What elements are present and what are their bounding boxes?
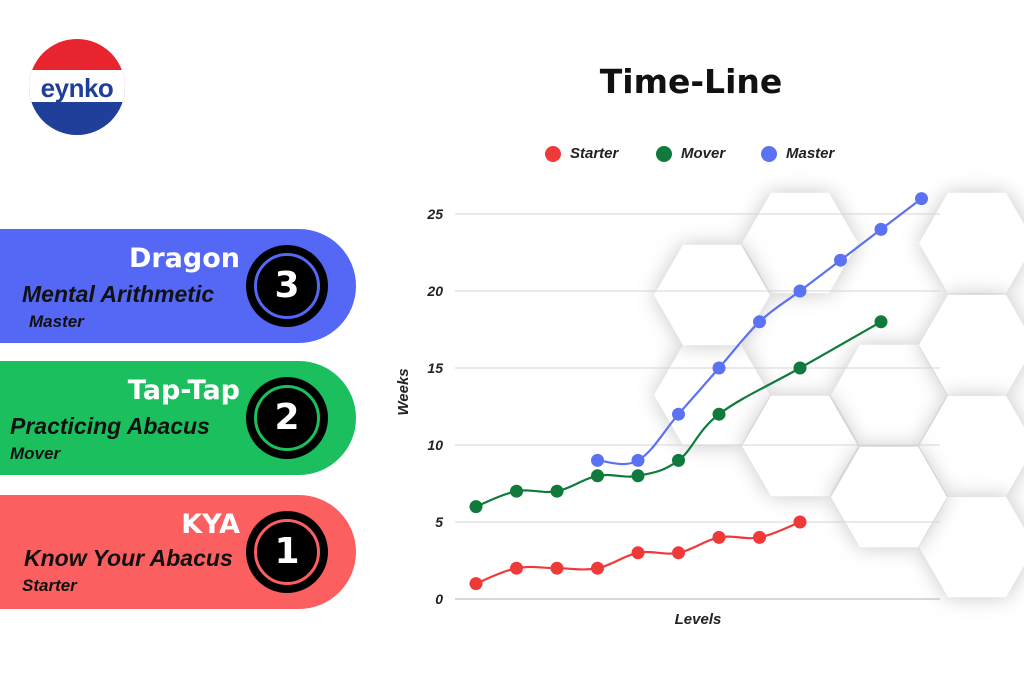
hexagon-tile [919,294,1024,396]
data-point [834,253,847,267]
level-number-badge: 3 [246,245,328,327]
hexagon-tile [742,395,858,497]
data-point [591,469,604,483]
x-axis-label: Levels [675,611,722,628]
badge-ring [254,519,320,585]
level-number: 2 [274,397,300,438]
data-point [510,484,523,498]
level-subtitle: Practicing Abacus [10,413,210,439]
hexagon-tile [654,244,770,346]
data-point [672,453,685,467]
data-point [672,407,685,421]
legend-dot [545,146,561,162]
level-number-badge: 1 [246,511,328,593]
data-point [712,361,726,375]
series-line [475,320,882,508]
chart-series [469,192,928,591]
series-starter [469,515,807,591]
eynko-logo: eynko [28,37,126,137]
data-point [672,546,685,560]
data-point [550,484,564,498]
legend-dot [761,146,777,162]
data-point [915,192,928,206]
hexagon-tile [831,344,947,446]
legend-dot [656,146,672,162]
level-number: 1 [274,531,300,572]
y-tick-label: 10 [427,437,443,453]
y-axis-label: Weeks [395,368,412,415]
data-point [510,561,523,575]
data-point [591,561,604,575]
data-point [631,453,645,467]
logo-circle-icon [29,39,125,135]
legend-label: Mover [681,145,726,162]
y-tick-label: 0 [435,591,443,607]
hexagon-tile [654,344,770,446]
level-title: KYA [181,509,240,540]
legend-label: Starter [570,145,619,162]
chart-gridlines [455,213,940,600]
level-subtitle: Mental Arithmetic [22,281,215,307]
level-title: Dragon [128,243,240,274]
logo-text: eynko [40,73,114,103]
data-point [550,561,564,575]
level-tier: Mover [10,444,61,463]
level-number-badge: 2 [246,377,328,459]
y-tick-label: 5 [435,514,443,530]
level-card-dragon: Dragon Mental Arithmetic Master 3 [0,229,356,343]
data-point [874,222,888,236]
data-point [591,453,604,467]
data-point [631,469,645,483]
data-point [712,407,726,421]
level-card-tap-tap: Tap-Tap Practicing Abacus Mover 2 [0,361,356,475]
level-tier: Starter [22,576,77,595]
series-mover [469,315,888,514]
data-point [874,315,888,329]
data-point [753,315,766,329]
y-tick-label: 20 [426,283,443,299]
data-point [712,530,726,544]
chart-title: Time-Line [599,62,783,101]
data-point [793,284,807,298]
badge-ring [254,253,320,319]
data-point [793,515,807,529]
level-subtitle: Know Your Abacus [24,545,233,571]
series-master [591,192,928,467]
series-line [597,197,923,466]
hexagon-tile [919,395,1024,497]
y-tick-label: 25 [426,206,443,222]
y-tick-label: 15 [427,360,443,376]
data-point [469,577,483,591]
legend-label: Master [786,145,835,162]
data-point [631,546,645,560]
level-tier: Master [29,312,84,331]
badge-ring [254,385,320,451]
level-number: 3 [274,265,300,306]
y-axis-ticks: 0 5 10 15 20 25 [426,206,443,607]
data-point [793,361,807,375]
level-card-kya: KYA Know Your Abacus Starter 1 [0,495,356,609]
level-title: Tap-Tap [127,375,240,406]
hexagon-tile [919,192,1024,294]
data-point [753,530,766,544]
hexagon-tile [919,496,1024,598]
data-point [469,500,483,514]
